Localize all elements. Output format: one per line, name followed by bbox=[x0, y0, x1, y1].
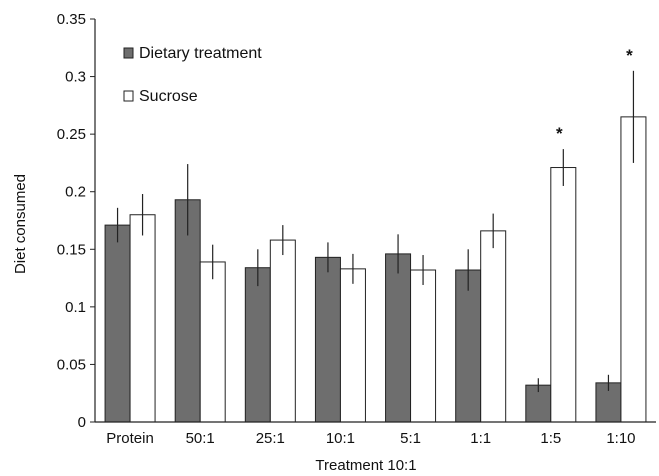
bar-dietary-treatment bbox=[244, 267, 271, 423]
y-tick-label: 0.35 bbox=[57, 11, 86, 28]
y-tick-label: 0.2 bbox=[65, 184, 86, 201]
x-tick-label: 5:1 bbox=[400, 430, 421, 447]
x-ticks: Protein 50:1 25:1 10:1 5:1 1:1 1:5 1:10 bbox=[106, 430, 635, 447]
bar-sucrose bbox=[339, 268, 366, 423]
legend-label-sucrose: Sucrose bbox=[139, 88, 198, 105]
significance-layer: ** bbox=[556, 46, 633, 143]
bar-sucrose bbox=[269, 239, 296, 423]
bar-sucrose bbox=[480, 230, 507, 423]
y-ticks: 0 0.05 0.1 0.15 0.2 0.25 0.3 0.35 bbox=[57, 11, 95, 431]
bar-dietary-treatment bbox=[385, 253, 412, 423]
error-bars-layer bbox=[116, 70, 635, 393]
x-axis: Protein 50:1 25:1 10:1 5:1 1:1 1:5 1:10 bbox=[95, 421, 656, 447]
x-tick-label: 1:5 bbox=[540, 430, 561, 447]
legend: Dietary treatment Sucrose bbox=[123, 45, 262, 105]
y-tick-label: 0.15 bbox=[57, 241, 86, 258]
x-tick-label: 50:1 bbox=[186, 430, 215, 447]
y-tick-label: 0.05 bbox=[57, 356, 86, 373]
x-axis-title: Treatment 10:1 bbox=[315, 457, 416, 474]
legend-label-dietary-treatment: Dietary treatment bbox=[139, 45, 262, 62]
y-tick-label: 0 bbox=[78, 414, 86, 431]
bar-sucrose bbox=[199, 261, 226, 423]
y-tick-label: 0.3 bbox=[65, 69, 86, 86]
bar-dietary-treatment bbox=[174, 199, 201, 423]
significance-asterisk: * bbox=[556, 124, 563, 143]
bar-dietary-treatment bbox=[104, 224, 131, 423]
y-tick-label: 0.25 bbox=[57, 126, 86, 143]
significance-asterisk: * bbox=[626, 46, 633, 65]
x-tick-label: 1:1 bbox=[470, 430, 491, 447]
legend-item-sucrose: Sucrose bbox=[123, 88, 198, 105]
bar-sucrose bbox=[410, 269, 437, 423]
y-tick-label: 0.1 bbox=[65, 299, 86, 316]
bar-sucrose bbox=[620, 116, 647, 423]
y-axis-title: Diet consumed bbox=[12, 174, 29, 274]
x-tick-label: 25:1 bbox=[256, 430, 285, 447]
x-tick-label: Protein bbox=[106, 430, 154, 447]
bars-layer bbox=[104, 116, 647, 423]
legend-swatch-dietary-treatment bbox=[123, 47, 134, 59]
bar-dietary-treatment bbox=[314, 256, 341, 423]
bar-sucrose bbox=[550, 167, 577, 423]
x-tick-label: 10:1 bbox=[326, 430, 355, 447]
bar-dietary-treatment bbox=[455, 269, 482, 423]
legend-swatch-sucrose bbox=[123, 90, 134, 102]
y-axis: 0 0.05 0.1 0.15 0.2 0.25 0.3 0.35 bbox=[57, 11, 96, 431]
bar-sucrose bbox=[129, 214, 156, 423]
legend-item-dietary-treatment: Dietary treatment bbox=[123, 45, 262, 62]
x-tick-label: 1:10 bbox=[606, 430, 635, 447]
